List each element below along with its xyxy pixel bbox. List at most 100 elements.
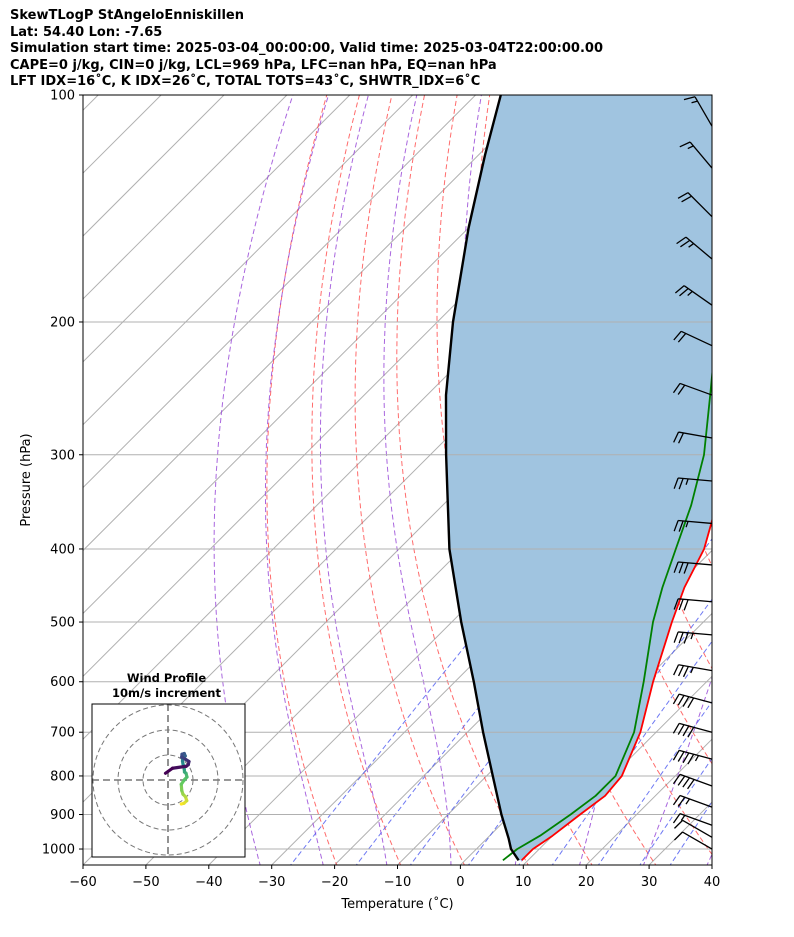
dry-adiabat-line	[354, 95, 465, 865]
wind-barb	[672, 382, 713, 396]
location-line: Lat: 54.40 Lon: -7.65	[10, 24, 163, 40]
x-axis-label: Temperature (˚C)	[340, 896, 453, 912]
chart-header: SkewTLogP StAngeloEnniskillen Lat: 54.40…	[10, 8, 603, 91]
wind-barb-staff	[682, 831, 713, 850]
wind-barb	[672, 722, 713, 738]
y-tick-label: 100	[50, 89, 75, 104]
wind-barb-flag	[673, 561, 679, 573]
wind-barb-flag	[680, 239, 691, 248]
moist-adiabat-line	[319, 95, 388, 865]
wind-barbs	[672, 96, 713, 850]
wind-barb-flag	[677, 724, 685, 735]
wind-barb-flag	[677, 775, 686, 786]
dry-adiabat-line	[717, 78, 794, 874]
wind-barb-flag	[673, 520, 679, 532]
moist-adiabat-line	[706, 853, 712, 865]
wind-barb-staff	[679, 382, 713, 396]
dry-adiabat-line	[396, 95, 529, 865]
wind-barb-flag	[679, 288, 689, 297]
isotherm-line	[83, 95, 540, 552]
y-tick-label: 600	[50, 675, 75, 690]
dry-adiabat-line	[749, 78, 794, 874]
wind-barb-staff	[678, 631, 713, 636]
wind-barb-half-flag	[687, 145, 694, 150]
moist-adiabat-line	[213, 95, 294, 865]
wind-barb	[672, 813, 713, 826]
isotherm-line	[83, 95, 351, 363]
wind-barb-staff	[679, 813, 713, 826]
wind-barb-staff	[682, 819, 713, 838]
wind-barb-flag	[673, 330, 682, 341]
wind-barb-flag	[683, 632, 689, 644]
isotherm-line	[0, 60, 70, 880]
wind-barb-staff	[678, 598, 713, 603]
x-tick-label: −40	[195, 875, 222, 890]
wind-barb-flag	[682, 725, 690, 737]
wind-barb	[674, 285, 713, 306]
wind-barb-flag	[673, 431, 680, 443]
mixing-ratio-line	[467, 538, 712, 865]
wind-barb-flag	[676, 236, 687, 245]
wind-barb-flag	[687, 697, 695, 709]
y-tick-label: 700	[50, 726, 75, 741]
mixing-ratio-line	[639, 757, 712, 865]
wind-barb	[673, 664, 713, 678]
isotherm-line	[333, 486, 712, 865]
wind-barb	[673, 477, 713, 490]
wind-barb-flag	[677, 751, 685, 762]
cape-cin-area	[446, 95, 712, 861]
wind-barb	[672, 773, 713, 790]
wind-barb-flag	[677, 665, 685, 677]
wind-barb-flag	[687, 753, 695, 765]
isotherm-line	[83, 95, 414, 426]
wind-barb-flag	[683, 96, 696, 101]
wind-barb	[677, 192, 713, 218]
wind-barb	[673, 598, 713, 611]
mixing-ratio-line	[551, 640, 712, 865]
wind-barb-flag	[679, 141, 691, 148]
hodograph-frame	[91, 703, 246, 858]
wind-barb-flag	[682, 696, 690, 707]
y-tick-label: 500	[50, 616, 75, 631]
x-tick-label: −50	[132, 875, 159, 890]
hodograph-plot	[92, 704, 245, 857]
wind-barb-flag	[682, 777, 690, 788]
stability-line-2: LFT IDX=16˚C, K IDX=26˚C, TOTAL TOTS=43˚…	[10, 74, 481, 90]
moist-adiabat-line	[383, 95, 452, 865]
wind-barb-half-flag	[691, 100, 698, 104]
wind-barb-staff	[683, 285, 713, 306]
dry-adiabat-line	[436, 95, 593, 865]
wind-barb-flag	[672, 693, 680, 705]
wind-barb-flag	[677, 695, 685, 706]
wind-barb-staff	[687, 192, 713, 218]
wind-barb-staff	[679, 773, 713, 787]
wind-barb	[673, 819, 713, 838]
wind-barb-staff	[678, 664, 713, 672]
wind-barb-half-flag	[687, 290, 693, 296]
y-tick-label: 300	[50, 448, 75, 463]
x-tick-label: −10	[384, 875, 411, 890]
dry-adiabat-line	[311, 95, 402, 865]
isotherm-line	[83, 95, 477, 489]
pressure-grid	[83, 95, 712, 850]
wind-barb-flag	[672, 383, 681, 394]
x-tick-label: 0	[456, 875, 464, 890]
x-tick-label: 40	[704, 875, 721, 890]
wind-barb-flag	[677, 384, 686, 395]
x-tick-label: 20	[578, 875, 595, 890]
wind-barb-staff	[678, 431, 713, 439]
wind-barb-staff	[678, 693, 713, 704]
y-tick-label: 800	[50, 769, 75, 784]
wind-barb-flag	[687, 779, 695, 790]
parcel-line	[444, 95, 520, 861]
wind-barb-flag	[673, 831, 684, 841]
isotherm-line	[0, 60, 7, 880]
dry-adiabat-line	[781, 78, 794, 874]
wind-barb-flag	[678, 562, 684, 574]
wind-barb-half-flag	[690, 633, 694, 640]
x-tick-label: −20	[321, 875, 348, 890]
wind-barb-half-flag	[685, 478, 689, 485]
wind-barb	[679, 141, 713, 169]
wind-barb-staff	[678, 519, 713, 525]
hodograph-trace-segment	[163, 766, 175, 775]
